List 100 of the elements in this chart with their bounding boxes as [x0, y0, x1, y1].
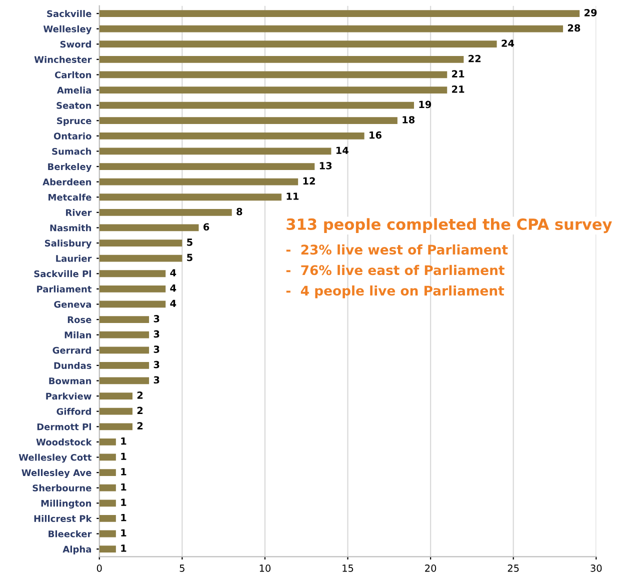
bar: [99, 285, 166, 292]
data-label: 1: [121, 498, 126, 506]
bar: [99, 346, 150, 354]
data-label: 22: [468, 54, 481, 62]
bar: [99, 500, 116, 507]
y-tick-label: Amelia: [56, 86, 92, 94]
bar: [99, 224, 199, 232]
data-label: 1: [121, 438, 126, 445]
y-tick-label: Winchester: [34, 56, 92, 63]
bar: [99, 530, 116, 538]
bar: [99, 148, 332, 155]
y-tick-label: Hillcrest Pk: [34, 515, 92, 522]
y-tick-label: Dundas: [54, 362, 92, 369]
data-label: 1: [121, 514, 126, 522]
y-tick-label: Geneva: [54, 300, 92, 308]
y-tick-label: Gifford: [56, 408, 91, 415]
bar: [99, 300, 166, 308]
data-label: 11: [286, 192, 299, 200]
y-tick-label: Parkview: [46, 392, 92, 400]
bar: [99, 132, 364, 140]
bar: [99, 454, 116, 461]
data-label: 1: [121, 544, 126, 552]
data-label: 5: [187, 238, 192, 246]
bar: [99, 71, 448, 78]
bar: [99, 484, 116, 492]
y-tick-label: Spruce: [57, 117, 92, 126]
y-tick-label: Aberdeen: [42, 178, 92, 186]
bar: [99, 546, 116, 552]
x-tick-label: 25: [508, 564, 519, 572]
data-label: 4: [170, 284, 176, 292]
x-tick-label: 10: [260, 564, 270, 572]
y-tick-label: Seaton: [56, 102, 92, 109]
data-label: 21: [452, 70, 464, 78]
y-tick-label: Bleecker: [48, 530, 92, 538]
x-tick-label: 20: [425, 564, 436, 572]
y-tick-label: Woodstock: [36, 438, 92, 446]
bar: [99, 178, 298, 186]
data-label: 3: [154, 315, 160, 322]
data-label: 18: [402, 116, 415, 124]
bar: [99, 56, 464, 63]
data-label: 12: [303, 177, 315, 185]
data-label: 1: [121, 452, 126, 460]
bar: [99, 377, 150, 384]
bar: [99, 10, 580, 17]
y-tick-label: Salisbury: [44, 240, 92, 248]
x-tick-label: 30: [590, 564, 602, 572]
annotation: - 23% live west of Parliament: [286, 244, 508, 255]
y-tick-label: Metcalfe: [48, 194, 92, 201]
data-label: 1: [121, 468, 126, 476]
y-tick-label: Berkeley: [48, 163, 92, 172]
bar: [99, 194, 282, 201]
bar: [99, 163, 315, 170]
bar: [99, 423, 132, 430]
y-tick-label: Parliament: [37, 286, 92, 292]
y-tick-label: Sumach: [52, 148, 92, 155]
data-label: 13: [320, 162, 332, 170]
bar: [99, 270, 166, 278]
data-label: 3: [154, 376, 160, 384]
data-label: 28: [568, 24, 580, 32]
data-label: 3: [154, 330, 160, 338]
data-label: 6: [203, 223, 210, 231]
bar: [99, 102, 414, 109]
bar: [99, 515, 116, 522]
bar: [99, 86, 448, 94]
data-label: 1: [121, 483, 126, 491]
y-tick-label: Millington: [41, 500, 92, 509]
data-label: 3: [154, 346, 160, 353]
annotation: - 4 people live on Parliament: [286, 285, 504, 298]
y-tick-label: Ontario: [54, 132, 92, 140]
x-tick-label: 15: [342, 564, 354, 572]
y-tick-label: Sword: [60, 40, 91, 48]
data-label: 4: [170, 300, 176, 307]
annotation: - 76% live east of Parliament: [286, 264, 504, 276]
bar: [99, 254, 182, 262]
data-label: 3: [154, 360, 160, 368]
y-tick-label: Wellesley: [43, 25, 92, 34]
bar: [99, 331, 150, 338]
y-tick-label: Rose: [68, 316, 92, 324]
bar: [99, 469, 116, 476]
y-tick-label: Sherbourne: [32, 484, 92, 492]
y-tick-label: Alpha: [62, 546, 92, 554]
data-label: 16: [370, 131, 382, 139]
y-tick-label: Wellesley Ave: [22, 469, 92, 478]
x-tick-label: 5: [180, 564, 184, 572]
bar: [99, 40, 497, 48]
data-label: 4: [170, 269, 176, 276]
y-tick-label: Laurier: [56, 254, 92, 262]
data-label: 5: [187, 254, 192, 262]
bar: [99, 392, 132, 400]
y-tick-label: Milan: [64, 331, 92, 338]
bar: [99, 438, 116, 446]
y-tick-label: Dermott Pl: [37, 423, 91, 430]
bar: [99, 240, 182, 246]
y-tick-label: Sackville: [47, 10, 92, 18]
data-label: 14: [336, 146, 348, 154]
y-tick-label: Bowman: [49, 378, 92, 384]
data-label: 24: [502, 40, 514, 47]
data-label: 8: [236, 208, 242, 216]
y-tick-label: Sackville Pl: [34, 270, 91, 278]
data-label: 2: [137, 392, 143, 399]
